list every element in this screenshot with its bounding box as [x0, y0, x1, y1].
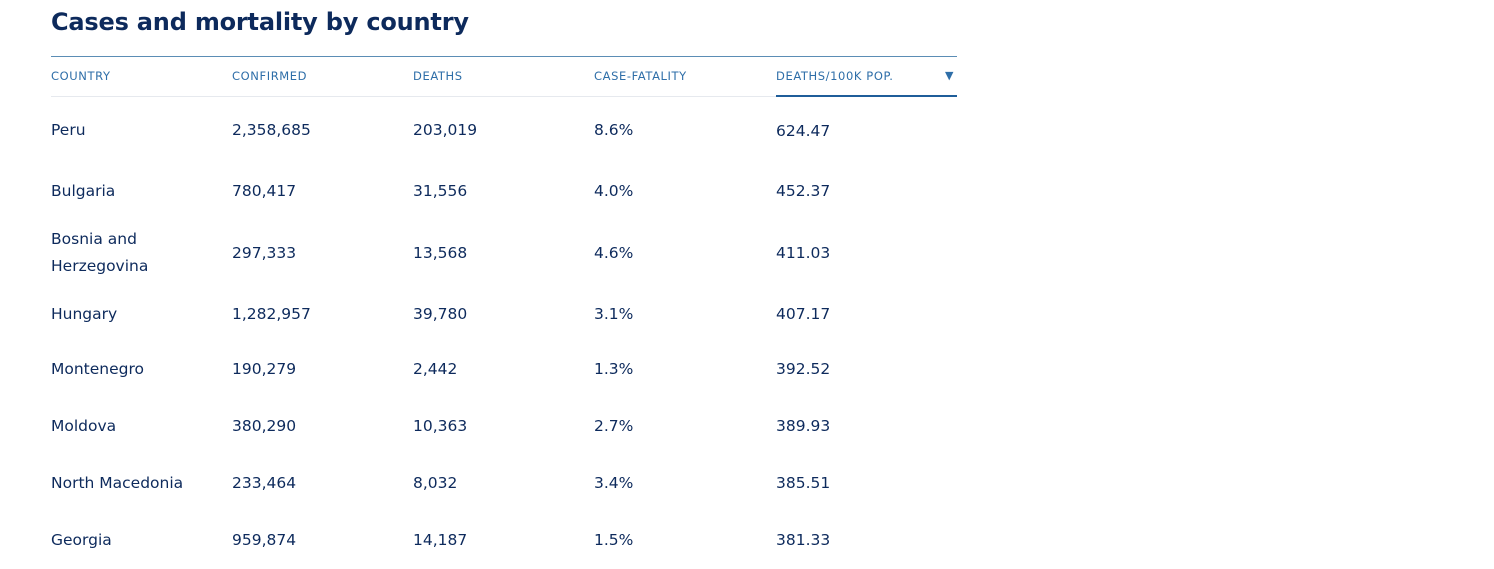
cell-deaths-per-100k: 381.33 [776, 531, 831, 549]
cell-country: Hungary [51, 305, 118, 323]
cell-deaths-per-100k: 389.93 [776, 417, 831, 435]
cell-deaths-per-100k: 452.37 [776, 182, 831, 200]
cell-confirmed: 233,464 [232, 474, 297, 492]
table-row: Bulgaria 780,417 31,556 4.0% 452.37 [51, 165, 957, 218]
cell-confirmed: 959,874 [232, 531, 297, 549]
cell-case-fatality: 1.5% [594, 531, 634, 549]
cell-case-fatality: 8.6% [594, 121, 634, 140]
cell-deaths-per-100k: 624.47 [776, 121, 831, 140]
cell-confirmed: 1,282,957 [232, 305, 311, 323]
cell-country: North Macedonia [51, 474, 184, 492]
table-header-row: COUNTRY CONFIRMED DEATHS CASE-FATALITY D… [51, 56, 957, 97]
cell-country: Bosnia and Herzegovina [51, 230, 149, 275]
column-header-label: DEATHS/100K POP. [776, 69, 894, 83]
cell-case-fatality: 1.3% [594, 360, 634, 378]
cell-deaths: 10,363 [413, 417, 468, 435]
cell-deaths: 8,032 [413, 474, 458, 492]
cell-case-fatality: 4.6% [594, 243, 634, 262]
table-row: Moldova 380,290 10,363 2.7% 389.93 [51, 398, 957, 455]
cell-country: Georgia [51, 531, 112, 549]
column-header-country[interactable]: COUNTRY [51, 56, 232, 97]
cell-deaths-per-100k: 411.03 [776, 243, 831, 262]
table-row: Montenegro 190,279 2,442 1.3% 392.52 [51, 341, 957, 398]
table-body: Peru 2,358,685 203,019 8.6% 624.47 Bulgaria 78… [51, 96, 957, 569]
cell-deaths: 2,442 [413, 360, 458, 378]
column-header-deaths[interactable]: DEATHS [413, 56, 594, 97]
cell-deaths: 31,556 [413, 182, 468, 200]
column-header-confirmed[interactable]: CONFIRMED [232, 56, 413, 97]
table-row: Hungary 1,282,957 39,780 3.1% 407.17 [51, 288, 957, 341]
cell-case-fatality: 4.0% [594, 182, 634, 200]
cell-confirmed: 780,417 [232, 182, 297, 200]
cell-deaths: 13,568 [413, 243, 468, 262]
cell-deaths: 203,019 [413, 121, 478, 140]
table-row: Georgia 959,874 14,187 1.5% 381.33 [51, 512, 957, 569]
cell-confirmed: 2,358,685 [232, 121, 311, 140]
cell-country: Montenegro [51, 360, 145, 378]
cell-case-fatality: 2.7% [594, 417, 634, 435]
cell-country: Peru [51, 121, 86, 140]
cell-deaths: 14,187 [413, 531, 468, 549]
column-header-deaths-per-100k[interactable]: DEATHS/100K POP. ▼ [776, 56, 957, 97]
cell-deaths-per-100k: 392.52 [776, 360, 831, 378]
column-header-case-fatality[interactable]: CASE-FATALITY [594, 56, 776, 97]
cell-case-fatality: 3.1% [594, 305, 634, 323]
cell-confirmed: 190,279 [232, 360, 297, 378]
cell-confirmed: 380,290 [232, 417, 297, 435]
cell-country: Moldova [51, 417, 117, 435]
cell-deaths-per-100k: 407.17 [776, 305, 831, 323]
cell-country: Bulgaria [51, 182, 116, 200]
mortality-table: COUNTRY CONFIRMED DEATHS CASE-FATALITY D… [51, 56, 957, 569]
triangle-down-icon[interactable]: ▼ [944, 69, 954, 82]
table-row: Bosnia and Herzegovina 297,333 13,568 4.6% 4… [51, 218, 957, 288]
cell-confirmed: 297,333 [232, 243, 297, 262]
page-title: Cases and mortality by country [51, 8, 469, 36]
cell-deaths-per-100k: 385.51 [776, 474, 831, 492]
cell-case-fatality: 3.4% [594, 474, 634, 492]
table-row: North Macedonia 233,464 8,032 3.4% 385.51 [51, 455, 957, 512]
cell-deaths: 39,780 [413, 305, 468, 323]
table-row: Peru 2,358,685 203,019 8.6% 624.47 [51, 96, 957, 165]
